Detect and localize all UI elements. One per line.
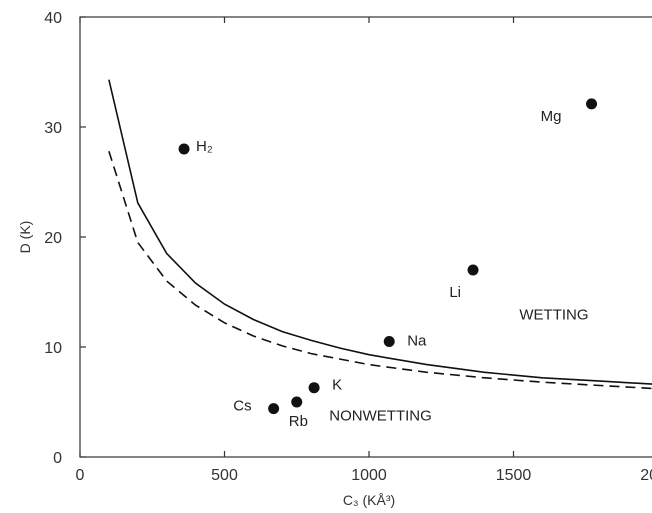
x-tick-label: 0 [76, 467, 85, 484]
solid-curve [108, 79, 652, 385]
data-point [383, 336, 395, 347]
region-label: WETTING [519, 307, 588, 324]
axis-ticks: 0 500 1000 1500 2000 0 10 20 30 40 [44, 10, 652, 484]
x-tick-label: 500 [211, 467, 238, 484]
point-label: Rb [289, 413, 308, 430]
point-label: H₂ [196, 138, 213, 155]
annotations: WETTING NONWETTING [329, 307, 588, 425]
point-label: K [332, 377, 342, 394]
data-point [291, 396, 303, 408]
y-tick-label: 30 [44, 120, 62, 137]
data-point [178, 143, 190, 155]
dashed-curve [108, 150, 652, 390]
y-tick-label: 20 [44, 230, 62, 247]
y-tick-label: 10 [44, 340, 62, 357]
data-point [586, 98, 598, 110]
x-axis-label: C₃ (KÅ³) [343, 492, 395, 508]
x-tick-label: 1000 [351, 467, 387, 484]
point-label: Cs [233, 398, 251, 415]
y-axis-label: D (K) [17, 221, 33, 254]
y-tick-label: 0 [53, 450, 62, 467]
plot-frame [79, 16, 652, 458]
region-label: NONWETTING [329, 408, 432, 425]
data-point [308, 382, 320, 394]
data-points: H₂ Mg Li Na K Rb Cs [178, 98, 598, 430]
point-label: Li [449, 284, 461, 301]
x-tick-label: 1500 [496, 467, 532, 484]
x-tick-label: 2000 [640, 467, 652, 484]
boundary-curves [108, 79, 652, 390]
y-tick-label: 40 [44, 10, 62, 27]
point-label: Na [407, 333, 427, 350]
data-point [268, 403, 280, 415]
data-point [467, 264, 479, 276]
point-label: Mg [541, 108, 562, 125]
